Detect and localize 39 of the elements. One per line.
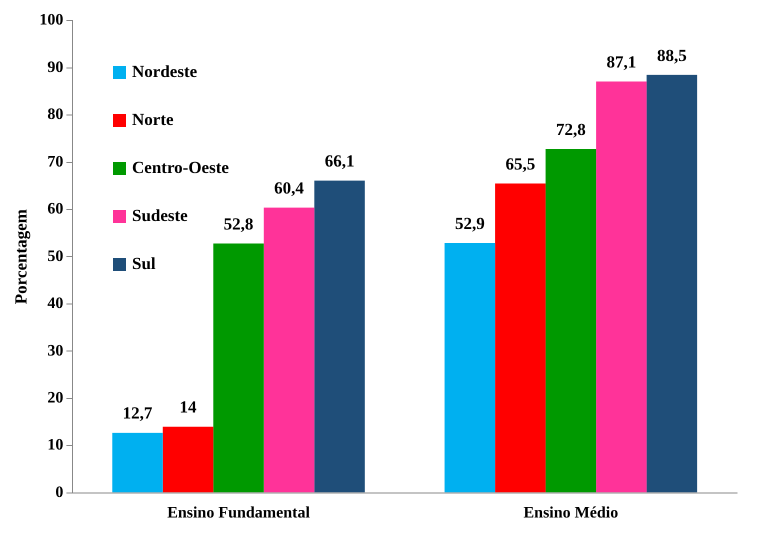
y-tick-label: 40 — [47, 295, 64, 312]
data-label: 87,1 — [606, 52, 636, 72]
x-tick-label: Ensino Fundamental — [167, 504, 310, 522]
legend-label: Sul — [132, 254, 156, 274]
y-tick-label: 60 — [47, 200, 64, 218]
legend-label: Centro-Oeste — [132, 158, 229, 178]
bar — [646, 74, 698, 492]
y-tick-label: 70 — [47, 153, 64, 170]
y-tick-label: 80 — [47, 106, 64, 124]
y-axis-title: Porcentagem — [12, 209, 31, 304]
bar — [264, 208, 314, 492]
y-tick-label: 20 — [47, 390, 64, 406]
y-tick-label: 10 — [47, 436, 64, 454]
y-tick-label: 0 — [55, 484, 64, 501]
y-tick-label: 100 — [39, 12, 64, 29]
legend-label: Norte — [132, 110, 174, 130]
y-tick-label: 90 — [47, 58, 64, 76]
data-label: 14 — [180, 398, 198, 417]
data-label: 66,1 — [324, 152, 354, 171]
bar — [112, 432, 163, 492]
bar — [162, 426, 214, 492]
data-label: 65,5 — [505, 154, 536, 174]
bar — [444, 243, 496, 492]
data-label: 72,8 — [556, 120, 586, 139]
bar — [596, 82, 647, 492]
legend-label: Sudeste — [132, 206, 188, 226]
bar — [314, 180, 365, 492]
data-label: 52,9 — [454, 214, 485, 233]
data-label: 12,7 — [122, 404, 153, 423]
y-tick-label: 30 — [47, 342, 64, 360]
legend-label: Nordeste — [132, 62, 198, 82]
data-label: 88,5 — [656, 46, 687, 65]
x-tick-label: Ensino Médio — [524, 504, 618, 522]
bar — [546, 149, 596, 492]
bar — [213, 243, 264, 492]
data-label: 52,8 — [224, 214, 254, 234]
y-tick-label: 50 — [47, 248, 64, 265]
data-label: 60,4 — [274, 178, 304, 198]
bar — [495, 184, 546, 492]
